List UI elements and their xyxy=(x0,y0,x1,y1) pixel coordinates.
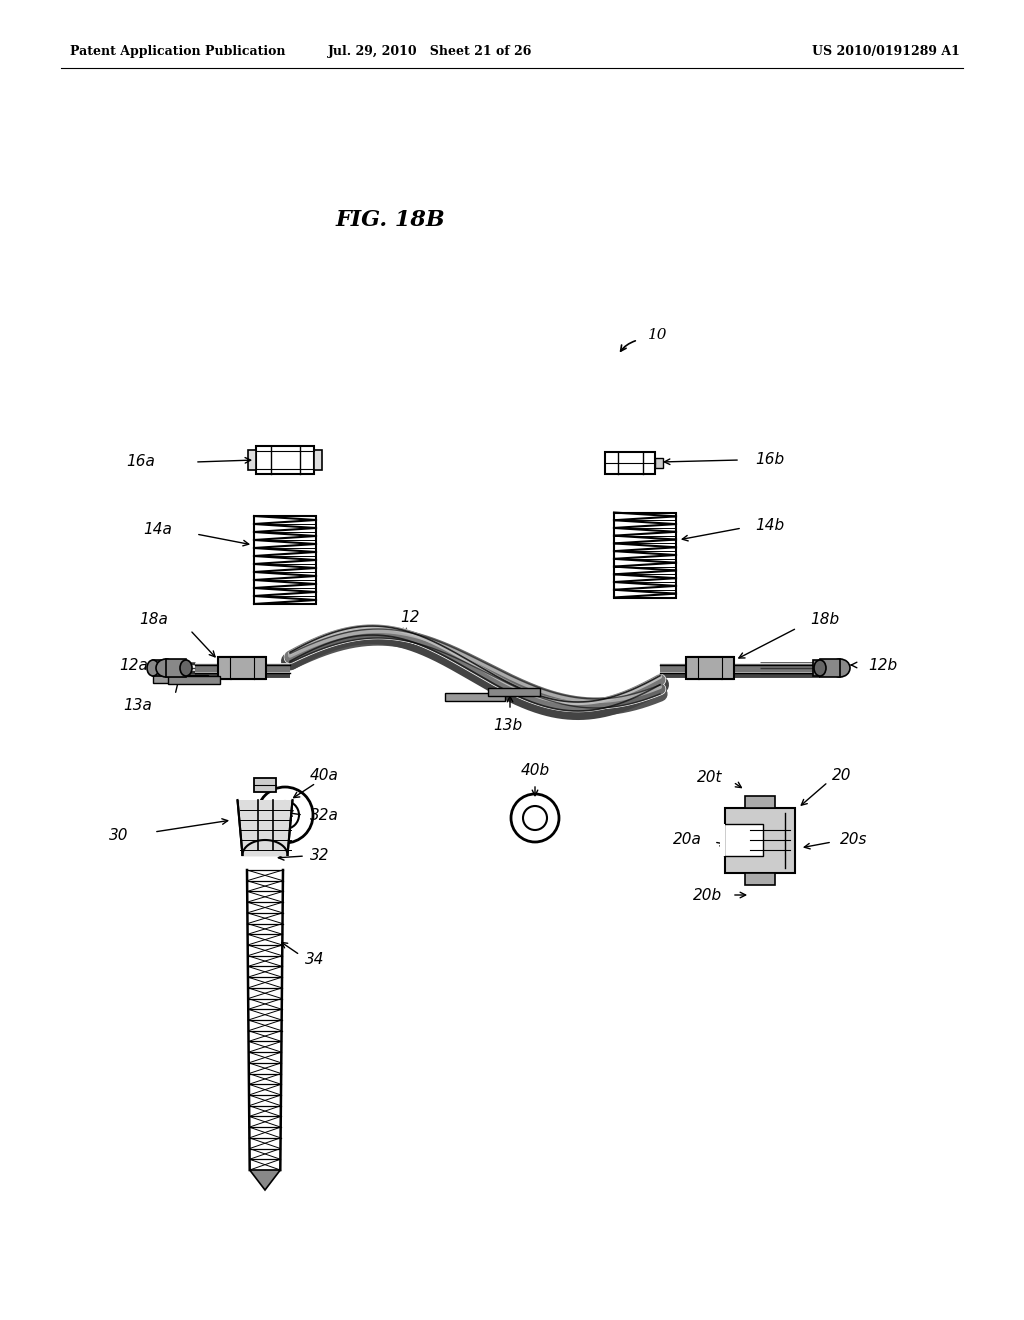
Bar xyxy=(168,676,220,684)
Bar xyxy=(218,657,266,678)
Text: 20t: 20t xyxy=(696,770,722,784)
Bar xyxy=(655,458,663,469)
Text: 20b: 20b xyxy=(693,887,722,903)
Ellipse shape xyxy=(180,660,193,676)
Bar xyxy=(445,693,505,701)
Text: 12b: 12b xyxy=(868,657,897,672)
Text: 40b: 40b xyxy=(520,763,550,777)
Text: 14b: 14b xyxy=(755,517,784,532)
Text: FIG. 18B: FIG. 18B xyxy=(335,209,444,231)
Text: 34: 34 xyxy=(305,953,325,968)
Text: 20a: 20a xyxy=(673,833,702,847)
Bar xyxy=(256,446,314,474)
Bar xyxy=(614,512,676,598)
Polygon shape xyxy=(238,800,293,855)
Bar xyxy=(745,873,775,884)
Text: 13b: 13b xyxy=(494,718,522,733)
Bar xyxy=(725,808,795,873)
Bar xyxy=(166,659,186,677)
Text: 18a: 18a xyxy=(139,612,168,627)
Bar xyxy=(314,450,322,470)
Bar xyxy=(248,450,256,470)
Bar xyxy=(254,516,316,605)
Text: Jul. 29, 2010   Sheet 21 of 26: Jul. 29, 2010 Sheet 21 of 26 xyxy=(328,45,532,58)
Text: 20: 20 xyxy=(831,767,852,783)
Bar xyxy=(745,796,775,808)
Text: 16b: 16b xyxy=(755,453,784,467)
Text: 12a: 12a xyxy=(119,657,148,672)
Bar xyxy=(605,451,655,474)
Bar xyxy=(153,675,208,682)
Text: 16a: 16a xyxy=(126,454,155,470)
Text: US 2010/0191289 A1: US 2010/0191289 A1 xyxy=(812,45,961,58)
Bar xyxy=(686,657,734,678)
Ellipse shape xyxy=(814,660,826,676)
Bar xyxy=(220,657,265,678)
Bar xyxy=(820,659,840,677)
Text: 18b: 18b xyxy=(810,612,839,627)
Bar xyxy=(488,688,540,696)
Text: 20s: 20s xyxy=(840,833,867,847)
Text: 32: 32 xyxy=(310,847,330,862)
Polygon shape xyxy=(250,1170,281,1191)
Bar xyxy=(254,777,276,792)
Ellipse shape xyxy=(830,659,850,677)
Text: 32a: 32a xyxy=(310,808,339,822)
Text: 14a: 14a xyxy=(143,523,172,537)
Text: 40a: 40a xyxy=(310,767,339,783)
Text: 10: 10 xyxy=(648,327,668,342)
Bar xyxy=(813,660,835,676)
Text: 12: 12 xyxy=(400,610,420,626)
Bar xyxy=(687,657,732,678)
Text: 13a: 13a xyxy=(123,697,152,713)
Bar xyxy=(720,824,725,857)
Text: Patent Application Publication: Patent Application Publication xyxy=(70,45,286,58)
Bar xyxy=(153,660,175,676)
Ellipse shape xyxy=(147,660,159,676)
Bar xyxy=(724,824,763,857)
Text: 30: 30 xyxy=(109,828,128,842)
Ellipse shape xyxy=(156,659,176,677)
Ellipse shape xyxy=(829,660,841,676)
